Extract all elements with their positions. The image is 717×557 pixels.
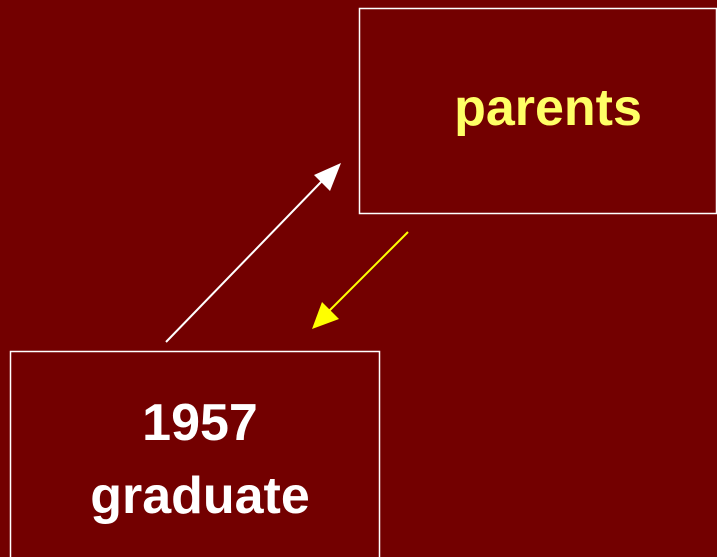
arrow-down [327,231,409,313]
year-label: 1957 [142,394,258,452]
arrow-up-head [314,163,341,191]
graduate-label: graduate [90,467,310,525]
arrow-down-head [312,302,339,329]
arrow-up [165,180,323,343]
parents-label: parents [454,79,642,137]
graduate-box [9,350,381,557]
